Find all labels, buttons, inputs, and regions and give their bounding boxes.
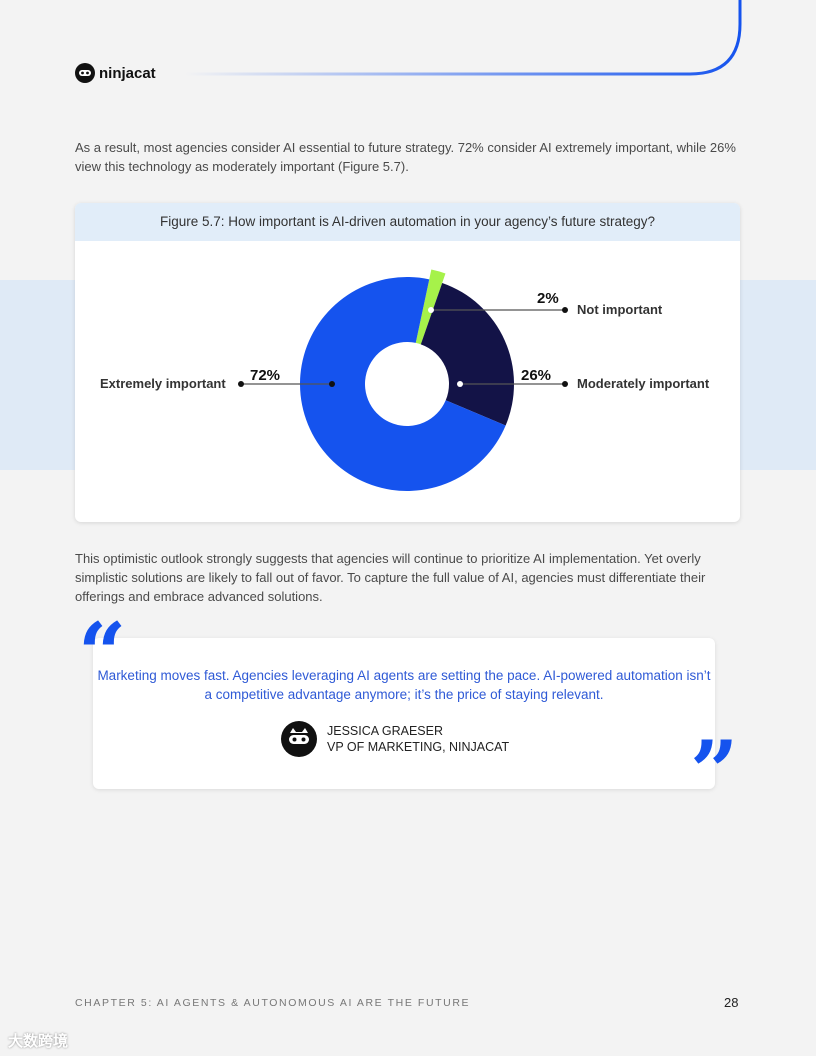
leader-dot-extremely-important (329, 381, 335, 387)
figure-title: Figure 5.7: How important is AI-driven a… (75, 203, 740, 241)
donut-slice-not-important (415, 269, 446, 345)
page-number: 28 (724, 995, 739, 1010)
chapter-footer: CHAPTER 5: AI AGENTS & AUTONOMOUS AI ARE… (75, 997, 471, 1009)
body-paragraph: This optimistic outlook strongly suggest… (75, 551, 706, 604)
legend-label-moderately-important: Moderately important (577, 376, 710, 391)
header-decoration-line (185, 0, 742, 76)
author-role: VP OF MARKETING, NINJACAT (327, 740, 510, 754)
legend-label-not-important: Not important (577, 302, 663, 317)
open-quote-icon: “ (78, 604, 127, 703)
data-label-not-important: 2% (537, 290, 559, 307)
close-quote-icon: ” (690, 722, 739, 821)
author-avatar-icon (281, 721, 317, 757)
leader-end-dot-not-important (562, 307, 568, 313)
legend-label-extremely-important: Extremely important (100, 376, 226, 391)
donut-chart (238, 269, 568, 491)
leader-dot-not-important (428, 307, 434, 313)
data-label-moderately-important: 26% (521, 367, 552, 384)
ninjacat-logo-icon (75, 63, 95, 83)
donut-slice-moderately-important (420, 282, 514, 426)
quote-author: JESSICA GRAESER VP OF MARKETING, NINJACA… (281, 721, 509, 757)
data-label-extremely-important: 72% (250, 367, 281, 384)
leader-end-dot-moderately-important (562, 381, 568, 387)
leader-end-dot-extremely-important (238, 381, 244, 387)
watermark: 大数跨境 (8, 1033, 69, 1050)
donut-slice-extremely-important (300, 276, 506, 491)
ninjacat-logo: ninjacat (75, 63, 156, 83)
brand-name: ninjacat (99, 64, 156, 82)
leader-dot-moderately-important (457, 381, 463, 387)
quote-card: Marketing moves fast. Agencies leveragin… (93, 638, 715, 789)
quote-text: Marketing moves fast. Agencies leveragin… (97, 668, 711, 702)
author-name: JESSICA GRAESER (327, 724, 444, 738)
intro-paragraph: As a result, most agencies consider AI e… (75, 140, 736, 174)
